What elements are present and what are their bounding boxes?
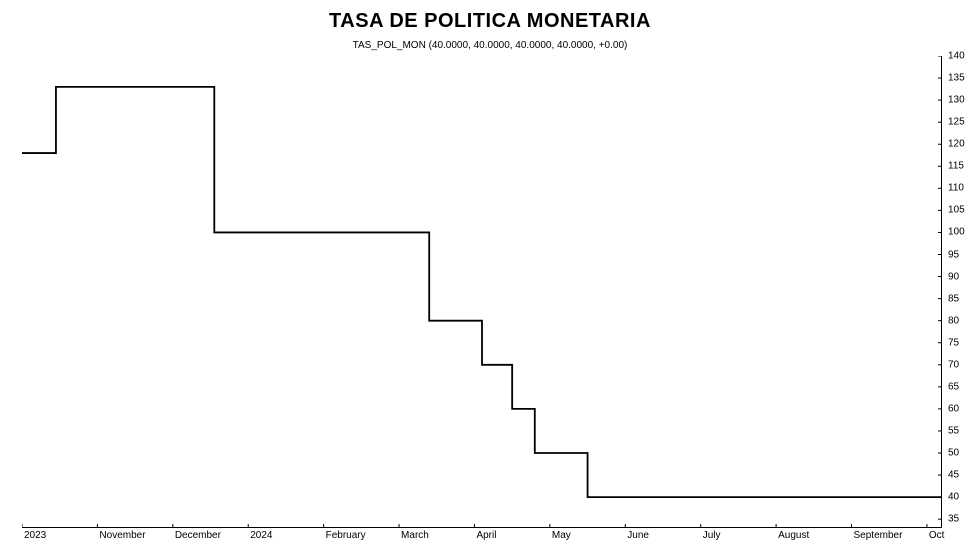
y-tick-label: 35 — [948, 514, 959, 525]
y-tick-label: 60 — [948, 403, 959, 414]
x-tick-label: February — [326, 530, 366, 541]
y-tick-label: 120 — [948, 139, 965, 150]
chart-plot-area: 3540455055606570758085909510010511011512… — [22, 56, 942, 528]
y-tick-label: 45 — [948, 470, 959, 481]
x-tick-label: June — [627, 530, 649, 541]
y-tick-label: 110 — [948, 183, 964, 194]
chart-title: TASA DE POLITICA MONETARIA — [0, 10, 980, 33]
y-tick-label: 140 — [948, 51, 965, 62]
x-tick-label: September — [854, 530, 903, 541]
x-tick-label: November — [99, 530, 145, 541]
series-line — [22, 87, 942, 497]
x-tick-label: April — [476, 530, 496, 541]
x-tick-label: August — [778, 530, 809, 541]
y-tick-label: 80 — [948, 315, 959, 326]
y-tick-label: 55 — [948, 425, 959, 436]
chart-svg — [22, 56, 942, 528]
x-tick-label: Oct — [929, 530, 945, 541]
y-tick-label: 40 — [948, 492, 959, 503]
x-tick-label: March — [401, 530, 429, 541]
y-tick-label: 65 — [948, 381, 959, 392]
y-tick-label: 90 — [948, 271, 959, 282]
y-tick-label: 125 — [948, 117, 965, 128]
y-tick-label: 130 — [948, 95, 965, 106]
x-tick-label: 2024 — [250, 530, 272, 541]
y-tick-label: 135 — [948, 73, 965, 84]
x-tick-label: May — [552, 530, 571, 541]
y-tick-label: 115 — [948, 161, 964, 172]
x-tick-label: July — [703, 530, 721, 541]
y-tick-label: 75 — [948, 337, 959, 348]
y-tick-label: 85 — [948, 293, 959, 304]
x-tick-label: December — [175, 530, 221, 541]
chart-container: TASA DE POLITICA MONETARIA TAS_POL_MON (… — [0, 0, 980, 559]
y-tick-label: 50 — [948, 448, 959, 459]
x-tick-label: 2023 — [24, 530, 46, 541]
chart-subtitle: TAS_POL_MON (40.0000, 40.0000, 40.0000, … — [0, 40, 980, 51]
y-tick-label: 95 — [948, 249, 959, 260]
y-tick-label: 105 — [948, 205, 965, 216]
y-tick-label: 70 — [948, 359, 959, 370]
y-tick-label: 100 — [948, 227, 965, 238]
